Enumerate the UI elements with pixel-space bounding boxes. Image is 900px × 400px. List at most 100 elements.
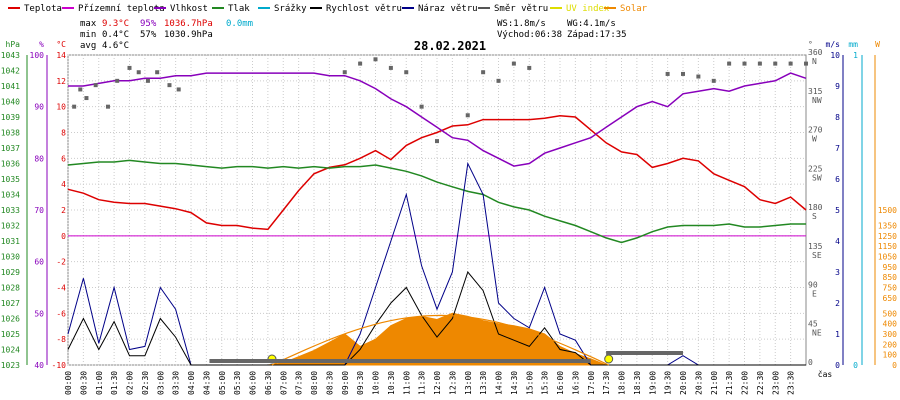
x-tick-label: 19:30: [664, 371, 673, 395]
temp-axis-tick: -6: [56, 309, 66, 318]
x-tick-label: 18:30: [633, 371, 642, 395]
stat-max-rain: 0.0mm: [226, 19, 253, 29]
pct-axis-tick: 70: [34, 206, 44, 215]
sunrise-info: Východ:06:38: [497, 30, 562, 40]
pct-axis-unit: %: [39, 40, 44, 49]
stat-min-hum: 57%: [140, 30, 157, 40]
x-tick-label: 22:00: [741, 371, 750, 395]
mm-axis-tick: 0: [853, 361, 858, 370]
x-tick-label: 20:00: [679, 371, 688, 395]
x-tick-label: 16:00: [556, 371, 565, 395]
temp-axis-tick: 2: [61, 206, 66, 215]
hpa-axis-tick: 1026: [1, 315, 20, 324]
dir-axis-tick: 90: [808, 281, 818, 290]
w-axis-tick: 1250: [878, 232, 897, 241]
x-tick-label: 01:30: [110, 371, 119, 395]
wind-speed-info: WS:1.8m/s: [497, 19, 546, 29]
series-line-teplota: [67, 114, 807, 231]
wind-info: WS:1.8m/s WG:4.1m/s Východ:06:38 Západ:1…: [497, 19, 627, 40]
w-axis-unit: W: [875, 40, 880, 49]
temp-axis-tick: -4: [56, 284, 66, 293]
wind-direction-marker: [78, 87, 83, 92]
legend-label: UV index: [566, 4, 610, 14]
pct-axis-tick: 40: [34, 361, 44, 370]
hpa-axis-tick: 1025: [1, 330, 20, 339]
solar-max-curve: [271, 314, 609, 366]
x-tick-label: 15:00: [525, 371, 534, 395]
x-tick-label: 14:30: [510, 371, 519, 395]
hpa-axis-tick: 1031: [1, 237, 20, 246]
wind-direction-marker: [358, 61, 363, 66]
temp-axis-tick: -10: [52, 361, 67, 370]
x-tick-label: 09:30: [356, 371, 365, 395]
pct-axis-tick: 100: [30, 51, 45, 60]
x-tick-label: 11:30: [418, 371, 427, 395]
w-axis-tick: 1050: [878, 253, 897, 262]
x-tick-label: 09:00: [341, 371, 350, 395]
wind-direction-marker: [155, 70, 160, 75]
x-tick-label: 06:30: [264, 371, 273, 395]
wind-direction-marker: [742, 61, 747, 66]
legend: Teplota Přízemní teplota Vlhkost Tlak Srážky…: [8, 4, 648, 14]
dir-axis-label: E: [812, 290, 817, 299]
legend-label: Vlhkost: [170, 4, 208, 14]
wind-direction-marker: [373, 57, 378, 62]
w-axis-tick: 500: [883, 309, 898, 318]
x-tick-label: 17:30: [602, 371, 611, 395]
wind-calm-band: [209, 359, 591, 363]
ms-axis-tick: 0: [835, 361, 840, 370]
dir-axis-label: SE: [812, 251, 822, 260]
x-tick-label: 17:00: [587, 371, 596, 395]
w-axis-tick: 0: [892, 361, 897, 370]
sunset-info: Západ:17:35: [567, 30, 627, 40]
w-axis-tick: 100: [883, 351, 898, 360]
ms-axis-tick: 6: [835, 175, 840, 184]
dir-axis-tick: 180: [808, 203, 823, 212]
hpa-axis-tick: 1037: [1, 144, 20, 153]
mm-axis-unit: mm: [848, 40, 858, 49]
legend-label: Přízemní teplota: [78, 4, 165, 14]
stat-avg-label: avg: [80, 41, 96, 51]
wind-direction-marker: [696, 74, 701, 79]
legend-label: Teplota: [24, 4, 62, 14]
dir-axis-tick: 45: [808, 319, 818, 328]
wind-direction-marker: [511, 61, 516, 66]
hpa-axis-tick: 1030: [1, 253, 20, 262]
stat-max-hum: 95%: [140, 19, 157, 29]
x-tick-label: 04:00: [187, 371, 196, 395]
legend-label: Srážky: [274, 4, 307, 14]
hpa-axis-tick: 1040: [1, 98, 20, 107]
x-tick-label: 03:30: [172, 371, 181, 395]
w-axis-tick: 950: [883, 263, 898, 272]
x-tick-label: 21:00: [710, 371, 719, 395]
wind-direction-marker: [773, 61, 778, 66]
hpa-axis-tick: 1027: [1, 299, 20, 308]
dir-axis-tick: 360: [808, 48, 823, 57]
wind-direction-marker: [115, 78, 120, 83]
hpa-axis-tick: 1036: [1, 160, 20, 169]
x-tick-label: 19:00: [648, 371, 657, 395]
dir-axis-tick: 225: [808, 164, 823, 173]
wind-direction-marker: [711, 78, 716, 83]
x-tick-label: 08:30: [325, 371, 334, 395]
stat-max-temp: 9.3°C: [102, 19, 129, 29]
wind-direction-marker: [127, 65, 132, 70]
ms-axis-tick: 5: [835, 206, 840, 215]
dir-axis-tick: 270: [808, 126, 823, 135]
x-tick-label: 05:30: [233, 371, 242, 395]
x-tick-label: 11:00: [402, 371, 411, 395]
chart-title: 28.02.2021: [414, 39, 486, 53]
wind-direction-marker: [93, 83, 98, 88]
hpa-axis-tick: 1032: [1, 222, 20, 231]
dir-axis-label: N: [812, 57, 817, 66]
wind-direction-marker: [681, 71, 685, 76]
w-axis-tick: 1500: [878, 206, 897, 215]
hpa-axis-tick: 1024: [1, 346, 20, 355]
wind-direction-marker: [136, 70, 141, 75]
x-tick-label: 04:30: [202, 371, 211, 395]
ms-axis-tick: 4: [835, 237, 840, 246]
x-tick-label: 02:00: [126, 371, 135, 395]
w-axis-tick: 200: [883, 340, 898, 349]
